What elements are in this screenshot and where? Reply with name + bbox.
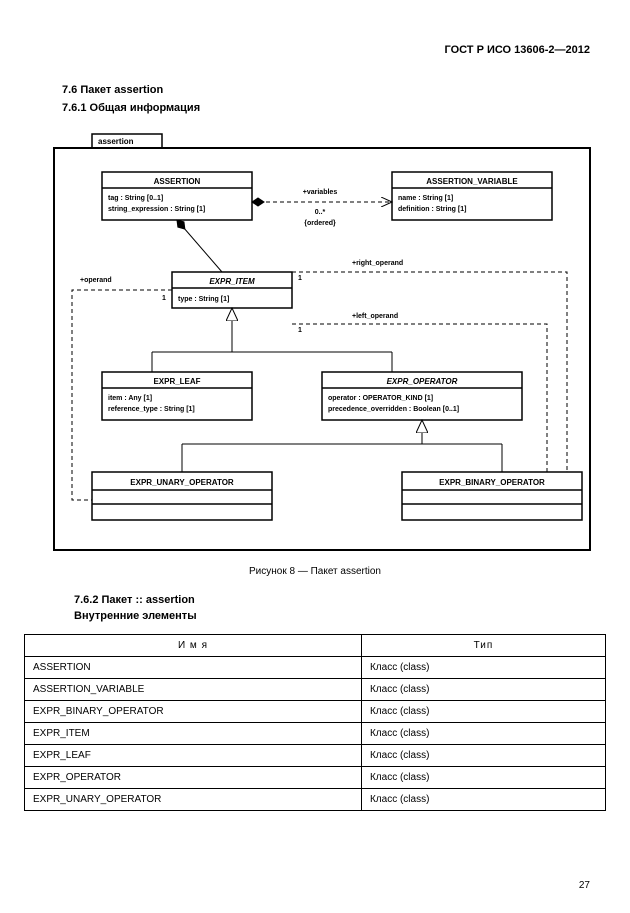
svg-text:EXPR_OPERATOR: EXPR_OPERATOR bbox=[387, 377, 458, 386]
svg-text:EXPR_ITEM: EXPR_ITEM bbox=[209, 277, 255, 286]
class-expr-item: EXPR_ITEM type : String [1] bbox=[172, 272, 292, 308]
svg-text:+right_operand: +right_operand bbox=[352, 260, 403, 267]
package-label: assertion bbox=[98, 137, 134, 146]
svg-text:tag : String [0..1]: tag : String [0..1] bbox=[108, 195, 163, 202]
table-row: EXPR_OPERATORКласс (class) bbox=[25, 767, 606, 789]
figure-caption: Рисунок 8 — Пакет assertion bbox=[0, 566, 630, 577]
col-name: И м я bbox=[25, 635, 362, 657]
section-7-6-2-sub: Внутренние элементы bbox=[74, 610, 197, 622]
svg-text:ASSERTION_VARIABLE: ASSERTION_VARIABLE bbox=[426, 177, 518, 186]
svg-text:EXPR_LEAF: EXPR_LEAF bbox=[153, 377, 200, 386]
edge-assertion-expritem bbox=[177, 220, 222, 272]
svg-text:1: 1 bbox=[298, 275, 302, 282]
class-expr-leaf: EXPR_LEAF item : Any [1] reference_type … bbox=[102, 372, 252, 420]
svg-text:+left_operand: +left_operand bbox=[352, 313, 398, 320]
svg-text:definition : String [1]: definition : String [1] bbox=[398, 206, 466, 213]
table-row: EXPR_ITEMКласс (class) bbox=[25, 723, 606, 745]
class-expr-operator: EXPR_OPERATOR operator : OPERATOR_KIND [… bbox=[322, 372, 522, 420]
svg-text:0..*: 0..* bbox=[315, 209, 326, 216]
svg-text:1: 1 bbox=[162, 295, 166, 302]
svg-text:+variables: +variables bbox=[303, 189, 338, 196]
class-assertion-variable: ASSERTION_VARIABLE name : String [1] def… bbox=[392, 172, 552, 220]
svg-text:1: 1 bbox=[298, 327, 302, 334]
svg-text:precedence_overridden : Boolea: precedence_overridden : Boolean [0..1] bbox=[328, 406, 459, 413]
uml-diagram: assertion ASSERTION tag : String [0..1] … bbox=[52, 132, 592, 552]
class-expr-unary: EXPR_UNARY_OPERATOR bbox=[92, 472, 272, 520]
table-header-row: И м я Тип bbox=[25, 635, 606, 657]
svg-text:EXPR_BINARY_OPERATOR: EXPR_BINARY_OPERATOR bbox=[439, 478, 545, 487]
svg-text:operator : OPERATOR_KIND [1]: operator : OPERATOR_KIND [1] bbox=[328, 395, 433, 402]
section-7-6-1: 7.6.1 Общая информация bbox=[62, 102, 200, 114]
class-expr-binary: EXPR_BINARY_OPERATOR bbox=[402, 472, 582, 520]
svg-text:EXPR_UNARY_OPERATOR: EXPR_UNARY_OPERATOR bbox=[130, 478, 234, 487]
svg-text:reference_type : String [1]: reference_type : String [1] bbox=[108, 406, 195, 413]
table-row: ASSERTIONКласс (class) bbox=[25, 657, 606, 679]
svg-text:ASSERTION: ASSERTION bbox=[154, 177, 201, 186]
table-row: EXPR_UNARY_OPERATORКласс (class) bbox=[25, 789, 606, 811]
svg-text:{ordered}: {ordered} bbox=[304, 220, 336, 227]
svg-text:+operand: +operand bbox=[80, 277, 112, 284]
svg-text:type : String [1]: type : String [1] bbox=[178, 296, 229, 303]
class-assertion: ASSERTION tag : String [0..1] string_exp… bbox=[102, 172, 252, 220]
section-7-6: 7.6 Пакет assertion bbox=[62, 84, 163, 96]
table-row: ASSERTION_VARIABLEКласс (class) bbox=[25, 679, 606, 701]
svg-text:item : Any [1]: item : Any [1] bbox=[108, 395, 152, 402]
page: ГОСТ Р ИСО 13606-2—2012 7.6 Пакет assert… bbox=[0, 0, 630, 913]
page-number: 27 bbox=[579, 880, 590, 891]
elements-table: И м я Тип ASSERTIONКласс (class) ASSERTI… bbox=[24, 634, 606, 811]
col-type: Тип bbox=[361, 635, 605, 657]
table-row: EXPR_BINARY_OPERATORКласс (class) bbox=[25, 701, 606, 723]
svg-text:string_expression : String [1]: string_expression : String [1] bbox=[108, 206, 205, 213]
svg-text:name : String [1]: name : String [1] bbox=[398, 195, 453, 202]
section-7-6-2: 7.6.2 Пакет :: assertion bbox=[74, 594, 195, 606]
header-standard: ГОСТ Р ИСО 13606-2—2012 bbox=[444, 44, 590, 56]
table-row: EXPR_LEAFКласс (class) bbox=[25, 745, 606, 767]
